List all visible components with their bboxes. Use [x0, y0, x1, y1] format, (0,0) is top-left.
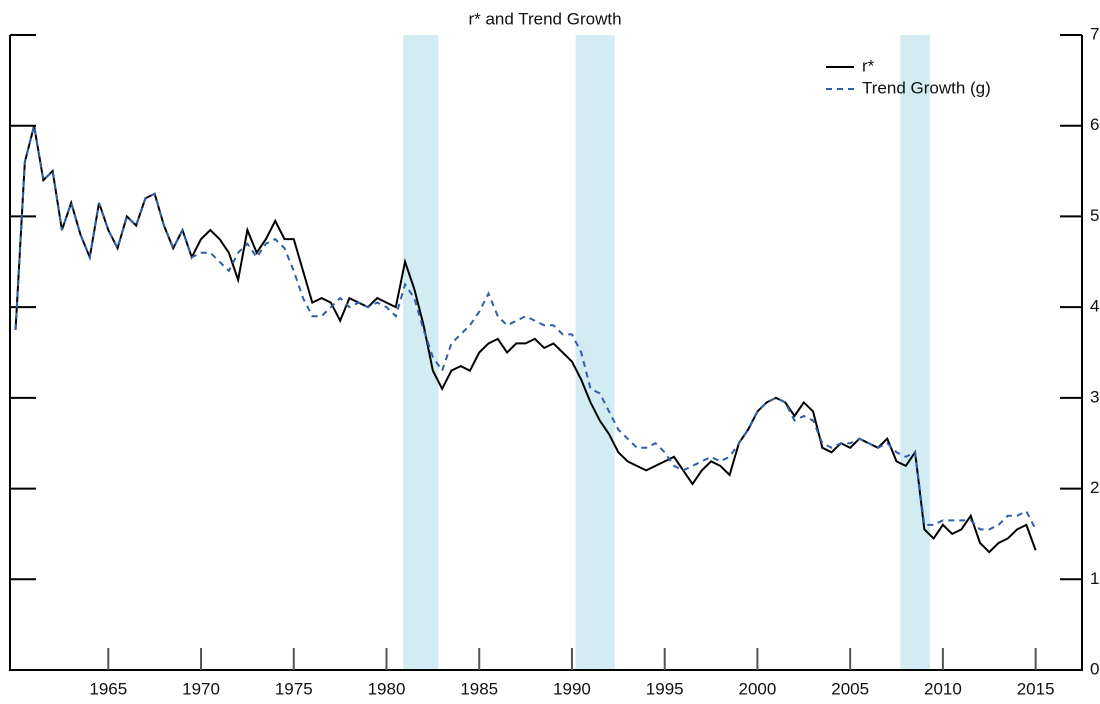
- x-tick-label: 2005: [831, 679, 869, 698]
- y-tick-label: 6: [1090, 115, 1099, 134]
- recession-band: [900, 35, 930, 670]
- axes-frame: [9, 35, 1083, 671]
- series-line: [14, 125, 1037, 554]
- x-tick-label: 2015: [1017, 679, 1055, 698]
- x-tick-label: 1975: [275, 679, 313, 698]
- x-tick-label: 1970: [182, 679, 220, 698]
- x-tick-label: 2000: [739, 679, 777, 698]
- x-tick-label: 1995: [646, 679, 684, 698]
- y-tick-label: 1: [1090, 569, 1099, 588]
- y-tick-label: 5: [1090, 206, 1099, 225]
- x-tick-label: 1990: [553, 679, 591, 698]
- x-tick-label: 1980: [368, 679, 406, 698]
- x-tick-label: 1985: [460, 679, 498, 698]
- legend-label: Trend Growth (g): [862, 78, 991, 97]
- y-tick-label: 7: [1090, 24, 1099, 43]
- y-tick-label: 4: [1090, 297, 1099, 316]
- y-tick-label: 2: [1090, 478, 1099, 497]
- recession-band: [403, 35, 439, 670]
- y-tick-label: 0: [1090, 659, 1099, 678]
- series-line: [14, 125, 1037, 531]
- x-tick-label: 1965: [89, 679, 127, 698]
- chart-title: r* and Trend Growth: [468, 9, 621, 28]
- x-tick-label: 2010: [924, 679, 962, 698]
- legend-label: r*: [862, 56, 875, 75]
- y-tick-label: 3: [1090, 387, 1099, 406]
